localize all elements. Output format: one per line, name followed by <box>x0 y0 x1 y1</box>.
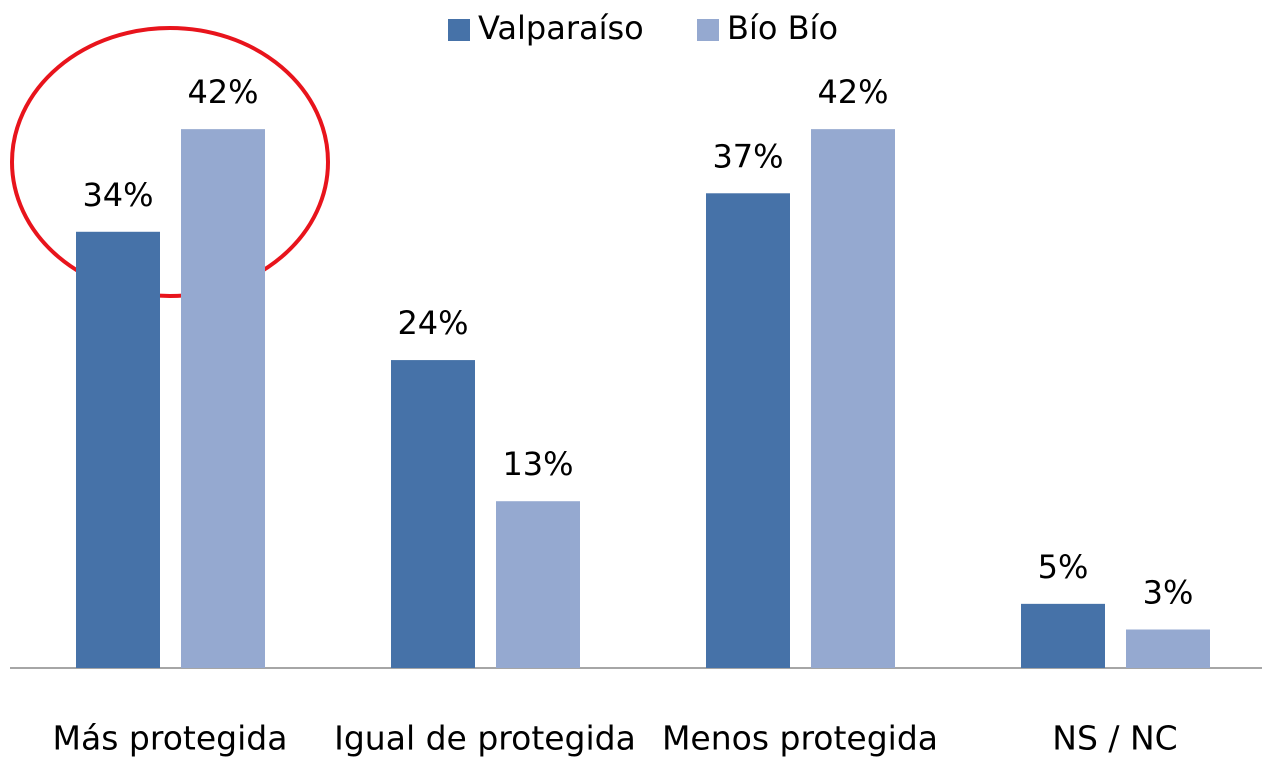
data-label: 24% <box>397 304 468 342</box>
legend-label: Bío Bío <box>727 9 838 47</box>
data-label: 13% <box>502 445 573 483</box>
bar <box>76 231 160 668</box>
x-tick-label: Más protegida <box>53 719 288 757</box>
bar <box>706 193 790 669</box>
bar <box>1021 603 1105 668</box>
data-label: 37% <box>712 137 783 175</box>
legend-swatch <box>697 19 719 41</box>
data-label: 42% <box>817 73 888 111</box>
bar <box>811 129 895 668</box>
bar <box>181 129 265 668</box>
x-tick-label: NS / NC <box>1052 719 1177 757</box>
data-label: 42% <box>187 73 258 111</box>
data-label: 34% <box>82 176 153 214</box>
bar <box>391 360 475 668</box>
bar <box>1126 629 1210 668</box>
bar <box>496 501 580 668</box>
legend-label: Valparaíso <box>478 9 644 47</box>
legend-swatch <box>448 19 470 41</box>
highlight-ellipse <box>10 26 330 298</box>
x-tick-label: Igual de protegida <box>334 719 636 757</box>
data-label: 3% <box>1143 574 1194 612</box>
data-label: 5% <box>1038 548 1089 586</box>
x-tick-label: Menos protegida <box>662 719 938 757</box>
